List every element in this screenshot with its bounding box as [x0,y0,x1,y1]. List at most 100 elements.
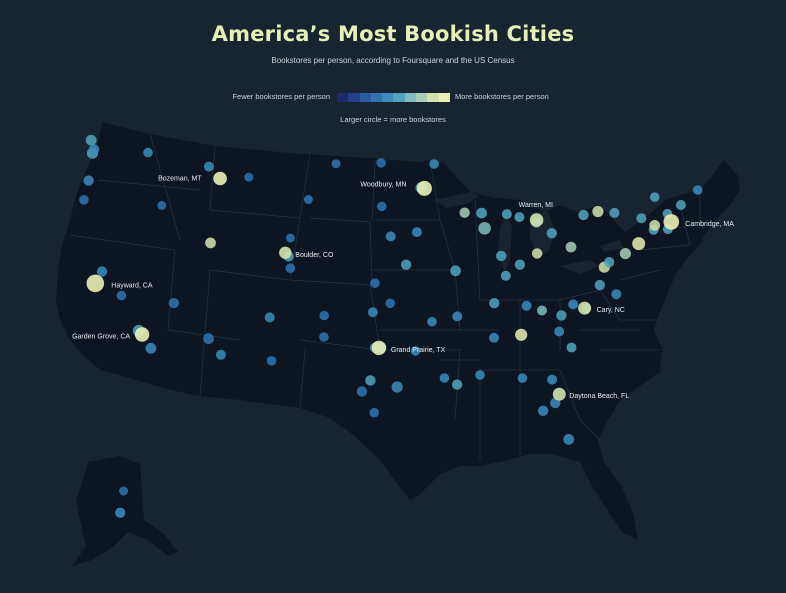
city-dot [319,310,330,321]
city-dot [632,237,646,251]
labeled-city-dot [213,171,227,186]
city-dot [427,316,437,327]
city-dot [649,192,660,202]
city-dot [367,307,378,318]
city-dot [578,209,589,221]
city-dot [205,237,216,249]
city-dot [554,326,565,337]
city-dot [266,356,277,366]
city-dot [215,349,226,360]
city-dot [537,305,547,316]
city-label: Garden Grove, CA [72,334,130,341]
city-dot [168,297,179,309]
legend-size-note: Larger circle = more bookstores [340,115,446,124]
city-dot [116,290,127,301]
city-dot [547,374,558,385]
city-label: Cary, NC [597,307,625,314]
city-dot [452,311,463,322]
city-labels: Bozeman, MT Woodbury, MN Warren, MI Cambrid… [72,176,734,401]
city-dot [565,241,577,253]
city-dot [515,328,528,341]
city-dot [546,228,557,239]
city-dot [609,207,620,218]
city-label: Boulder, CO [295,252,334,259]
city-dots [79,134,703,518]
legend-swatch-4 [382,93,394,102]
city-dot [594,279,605,291]
page-subtitle: Bookstores per person, according to Four… [271,56,515,65]
city-dot [537,405,549,416]
legend-swatch-0 [337,93,349,102]
city-dot [592,205,604,218]
city-dot [303,195,313,204]
labeled-city-dot [134,327,150,342]
city-label: Cambridge, MA [685,221,734,228]
labeled-city-dot [86,274,105,293]
city-dot [450,265,461,277]
city-dot [119,486,129,496]
page-title: America’s Most Bookish Cities [211,22,575,46]
legend-swatch-8 [427,93,439,102]
city-dot [563,434,575,445]
labeled-city-dot [279,246,292,259]
legend-swatch-9 [438,93,450,102]
city-dot [451,379,463,390]
labeled-city-dot [663,214,680,230]
city-dot [391,381,403,393]
city-dot [285,263,296,274]
city-dot [439,373,450,383]
city-dot [475,370,485,380]
city-dot [203,333,214,345]
labeled-city-dot [371,340,387,356]
land [56,122,740,566]
city-dot [145,342,157,354]
city-dot [501,209,512,220]
city-dot [157,201,167,210]
city-dot [264,312,275,323]
city-dot [365,375,376,386]
city-dot [369,407,380,418]
city-dot [410,346,421,356]
city-dot [568,299,579,310]
city-dot [331,159,341,169]
city-dot [385,231,396,242]
city-dot [203,161,214,172]
city-dot [531,248,543,259]
city-dot [85,134,97,146]
city-dot [521,300,532,311]
city-dot [566,342,577,353]
city-dot [604,257,615,268]
city-dot [385,298,396,309]
labeled-city-dot [552,387,566,401]
city-dot [370,278,380,289]
city-dot [83,175,94,186]
city-dot [143,147,153,158]
city-dot [649,220,661,231]
city-dot [79,195,89,205]
city-dot [496,250,507,262]
labeled-city-dot [529,213,544,227]
legend-swatch-2 [359,93,371,102]
city-dot [377,201,387,212]
city-dot [88,144,100,155]
city-label: Warren, MI [519,202,553,209]
city-dot [411,227,422,238]
city-dot [675,200,686,210]
city-label: Daytona Beach, FL [569,393,629,400]
city-dot [556,310,567,321]
city-label: Grand Prairie, TX [391,347,446,354]
city-dot [400,259,412,270]
city-dot [500,270,511,281]
city-dot [514,212,525,223]
city-dot [429,159,439,169]
city-dot [619,248,632,260]
city-dot [459,207,470,218]
city-dot [96,266,108,277]
city-dot [476,207,487,219]
labeled-city-dot [578,301,592,315]
labeled-city-dot [416,180,432,196]
city-dot [244,172,254,182]
city-dot [285,233,295,243]
city-label: Woodbury, MN [360,181,406,188]
